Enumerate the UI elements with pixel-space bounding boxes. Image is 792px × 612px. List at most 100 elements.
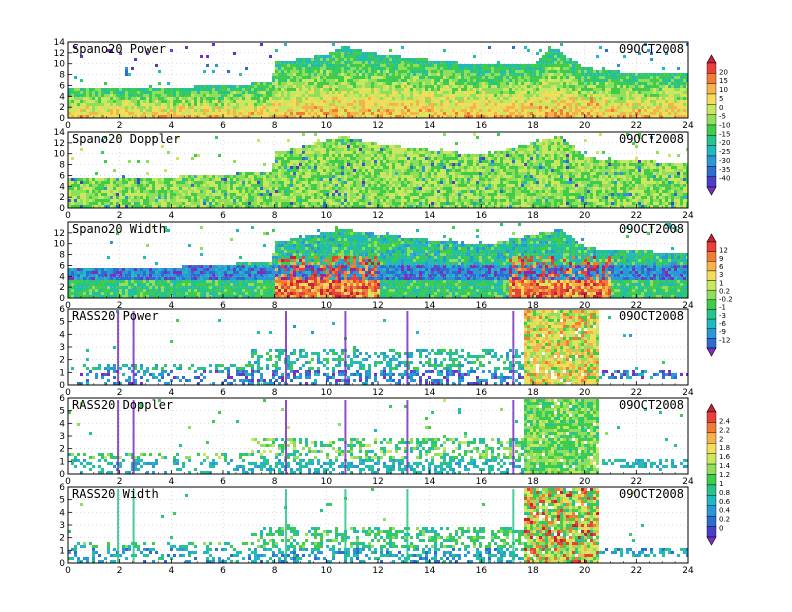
- y-tick-label: 4: [59, 508, 65, 518]
- x-tick-label: 12: [372, 211, 383, 221]
- colorbar-segment: [706, 328, 717, 339]
- x-tick-label: 22: [631, 566, 642, 576]
- x-tick-label: 22: [631, 121, 642, 131]
- data-field: [68, 399, 688, 474]
- colorbar-label: 0.6: [719, 498, 731, 506]
- panel-title: RASS20 Power: [72, 309, 159, 323]
- x-tick-label: 20: [579, 477, 591, 487]
- x-tick-label: 0: [65, 211, 71, 221]
- x-tick-label: 0: [65, 388, 71, 398]
- colorbar-label: 3: [719, 271, 723, 279]
- y-tick-label: 2: [59, 445, 65, 455]
- y-tick-label: 8: [59, 71, 65, 81]
- colorbar-label: 2.2: [719, 426, 730, 434]
- x-tick-label: 18: [527, 301, 539, 311]
- x-tick-label: 16: [476, 477, 488, 487]
- colorbar-segment: [706, 299, 717, 310]
- colorbar-label: -0.2: [719, 296, 733, 304]
- x-tick-label: 4: [168, 477, 174, 487]
- colorbar-segment: [706, 289, 717, 301]
- x-tick-label: 10: [321, 477, 333, 487]
- x-tick-label: 10: [321, 301, 333, 311]
- y-tick-label: 1: [59, 546, 65, 556]
- y-tick-label: 4: [59, 272, 65, 282]
- y-tick-label: 3: [59, 432, 65, 442]
- colorbar-label: 9: [719, 255, 723, 263]
- y-tick-label: 2: [59, 283, 65, 293]
- colorbar-label: -1: [719, 304, 726, 312]
- panel-title: Spano20 Doppler: [72, 132, 180, 146]
- x-tick-label: 8: [272, 566, 278, 576]
- x-tick-label: 4: [168, 566, 174, 576]
- x-tick-label: 2: [117, 301, 123, 311]
- colorbar-label: -35: [719, 166, 730, 174]
- x-tick-label: 20: [579, 388, 591, 398]
- colorbar-label: 10: [719, 86, 728, 94]
- colorbar-label: 0: [719, 525, 723, 533]
- y-tick-label: 10: [54, 60, 66, 70]
- x-tick-label: 24: [682, 388, 694, 398]
- x-tick-label: 22: [631, 301, 642, 311]
- colorbar-segment: [706, 432, 717, 444]
- colorbar-max-arrow: [706, 403, 717, 413]
- colorbar-segment: [706, 505, 717, 517]
- x-tick-label: 16: [476, 301, 488, 311]
- y-tick-label: 12: [54, 229, 65, 239]
- colorbar-label: 0.2: [719, 516, 730, 524]
- x-tick-label: 14: [424, 477, 436, 487]
- x-tick-label: 16: [476, 211, 488, 221]
- colorbar-max-arrow: [706, 54, 717, 64]
- x-tick-label: 10: [321, 388, 333, 398]
- y-tick-label: 12: [54, 139, 65, 149]
- x-tick-label: 16: [476, 566, 488, 576]
- y-tick-label: 4: [59, 419, 65, 429]
- y-tick-label: 3: [59, 521, 65, 531]
- x-tick-label: 0: [65, 566, 71, 576]
- colorbar-segment: [706, 526, 717, 538]
- y-tick-label: 10: [54, 240, 66, 250]
- y-tick-label: 0: [59, 381, 65, 391]
- colorbar-label: 1: [719, 480, 723, 488]
- colorbar-label: 6: [719, 263, 724, 271]
- colorbar-label: 0.4: [719, 507, 731, 515]
- colorbar-label: -25: [719, 148, 730, 156]
- x-tick-label: 24: [682, 566, 694, 576]
- y-tick-label: 0: [59, 114, 65, 124]
- colorbar-label: -3: [719, 312, 726, 320]
- x-tick-label: 2: [117, 388, 123, 398]
- colorbar-label: 15: [719, 77, 728, 85]
- y-tick-label: 12: [54, 49, 65, 59]
- y-tick-label: 8: [59, 161, 65, 171]
- colorbar-segment: [706, 93, 717, 105]
- colorbar-segment: [706, 443, 717, 454]
- data-field: [68, 43, 688, 118]
- y-tick-label: 5: [59, 318, 65, 328]
- panel-date: 09OCT2008: [619, 309, 684, 323]
- x-tick-label: 22: [631, 211, 642, 221]
- y-tick-label: 4: [59, 92, 65, 102]
- data-field: [71, 310, 688, 385]
- y-tick-label: 4: [59, 330, 65, 340]
- y-tick-label: 14: [54, 38, 66, 48]
- x-tick-label: 0: [65, 301, 71, 311]
- x-tick-label: 14: [424, 211, 436, 221]
- colorbar-label: 12: [719, 247, 728, 255]
- panel-title: RASS20 Width: [72, 487, 159, 501]
- panel-date: 09OCT2008: [619, 487, 684, 501]
- colorbar-segment: [706, 318, 717, 329]
- x-tick-label: 18: [527, 477, 539, 487]
- y-tick-label: 6: [59, 483, 65, 493]
- y-tick-label: 10: [54, 150, 66, 160]
- x-tick-label: 0: [65, 121, 71, 131]
- colorbar-segment: [706, 484, 717, 496]
- x-tick-label: 24: [682, 211, 694, 221]
- colorbar-segment: [706, 135, 717, 146]
- colorbar-segment: [706, 124, 717, 136]
- x-tick-label: 6: [220, 566, 226, 576]
- x-tick-label: 16: [476, 121, 488, 131]
- colorbar-segment: [706, 73, 717, 84]
- y-tick-label: 0: [59, 204, 65, 214]
- colorbar-segment: [706, 453, 717, 465]
